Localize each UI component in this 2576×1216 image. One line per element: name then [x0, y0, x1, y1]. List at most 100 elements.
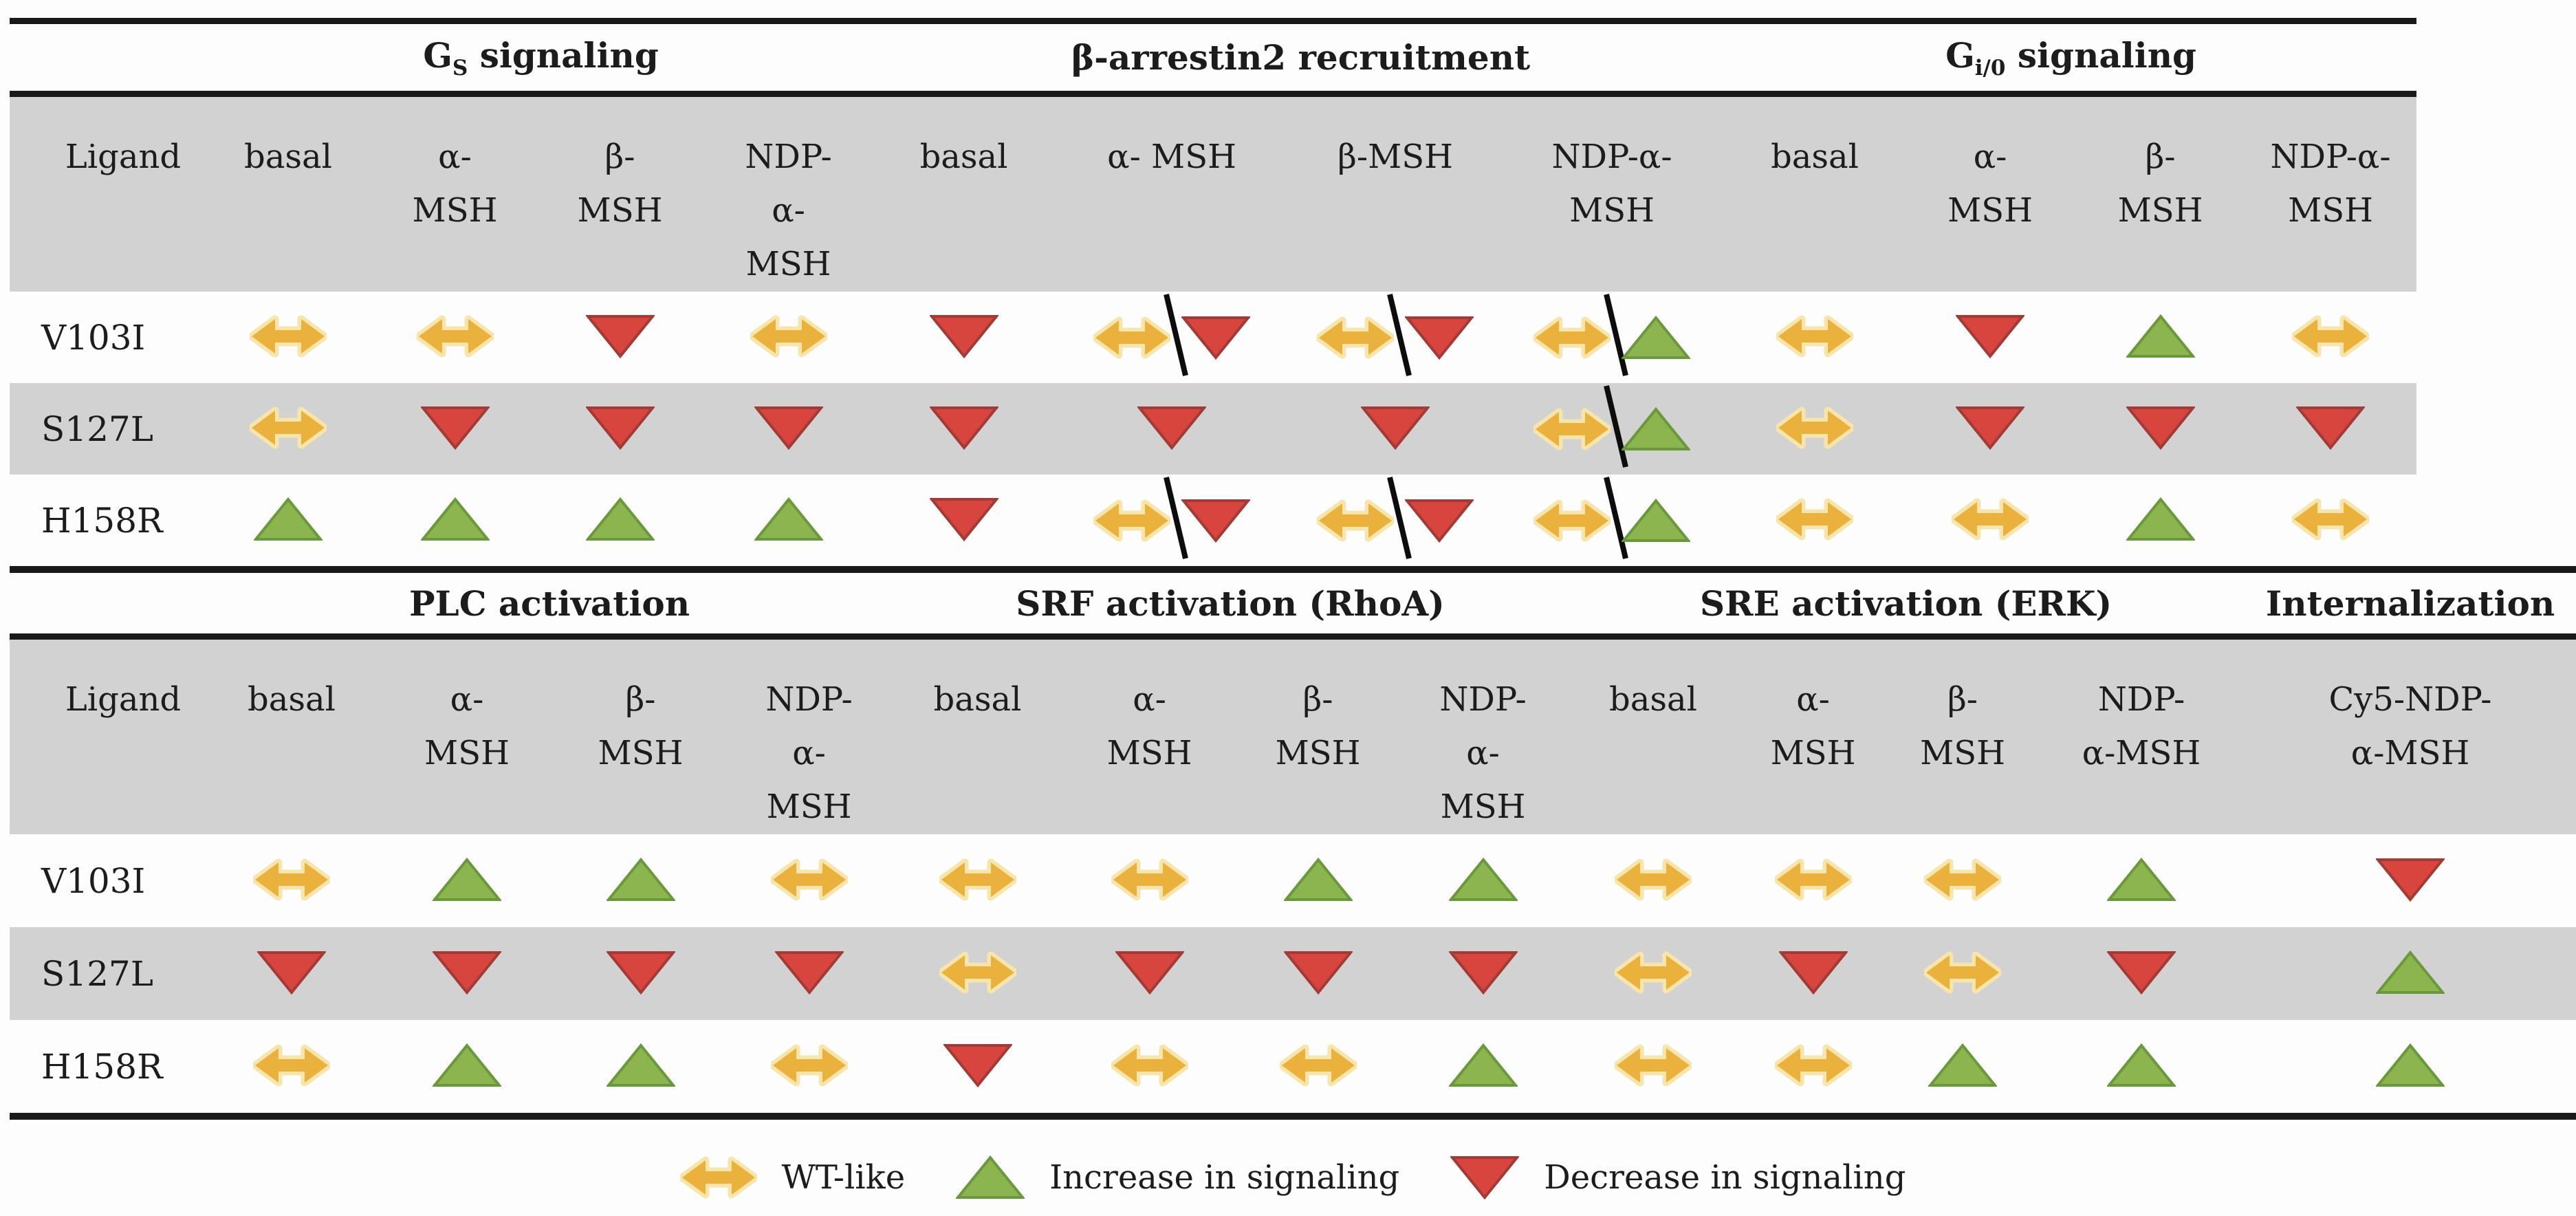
result-cell: [1739, 1020, 1887, 1116]
symbol-down: [2296, 406, 2366, 450]
result-cell: [1567, 927, 1740, 1020]
increase-icon: [1448, 1043, 1518, 1087]
symbol-down: [929, 406, 998, 450]
result-cell: [2245, 475, 2416, 566]
result-cell: [371, 383, 539, 475]
group-header: Gi/0 signaling: [1725, 21, 2417, 97]
increase-icon: [1622, 406, 1691, 450]
result-cell: [725, 927, 894, 1020]
symbol-up: [2376, 950, 2445, 995]
symbol-wt: [1279, 1044, 1357, 1087]
result-cell: [1725, 292, 1904, 383]
symbol-down: [2107, 951, 2176, 995]
result-cell: [1887, 834, 2038, 927]
decrease-icon: [1115, 951, 1184, 995]
column-header: α- MSH: [1739, 636, 1888, 834]
symbol-down: [585, 314, 655, 358]
symbol-down: [433, 951, 501, 995]
column-header: β- MSH: [539, 94, 701, 292]
increase-icon: [2376, 950, 2445, 994]
symbol-down: [774, 951, 844, 995]
column-header: β- MSH: [2076, 94, 2245, 292]
decrease-icon: [433, 951, 501, 995]
symbol-down: [929, 497, 998, 541]
result-cell: [556, 834, 725, 927]
result-cell: [2245, 834, 2576, 927]
result-cell: [893, 927, 1062, 1020]
result-cell: [1237, 1020, 1399, 1116]
result-cell: [1062, 834, 1237, 927]
table-row: H158R: [10, 475, 2416, 566]
slash-icon: [1387, 476, 1412, 559]
column-header: β-MSH: [1292, 94, 1499, 292]
result-cell: [378, 1020, 556, 1116]
legend-item-increase: Increase in signaling: [956, 1155, 1399, 1199]
decrease-icon: [2296, 406, 2366, 450]
increase-icon: [2107, 1043, 2176, 1087]
result-cell: [1051, 475, 1292, 566]
decrease-icon: [1283, 951, 1353, 995]
symbol-down: [1450, 1155, 1520, 1199]
symbol-up: [2107, 857, 2176, 902]
wt-arrow-icon: [1533, 499, 1611, 541]
result-cell: [556, 927, 725, 1020]
wt-arrow-icon: [1317, 499, 1395, 541]
result-cell: [556, 1020, 725, 1116]
decrease-icon: [929, 314, 998, 358]
combined-symbol-wt-slash-up: [1533, 384, 1691, 472]
decrease-icon: [257, 951, 326, 995]
increase-icon: [433, 1043, 501, 1087]
decrease-icon: [1405, 499, 1474, 543]
result-cell: [1237, 834, 1399, 927]
wt-arrow-icon: [770, 1044, 848, 1086]
wt-arrow-icon: [1924, 858, 2002, 900]
increase-legend-icon: [956, 1155, 1025, 1199]
wt-arrow-icon: [1615, 951, 1692, 993]
result-cell: [2076, 475, 2245, 566]
symbol-wt: [1924, 858, 2002, 901]
symbol-wt: [679, 1156, 757, 1199]
result-cell: [206, 1020, 378, 1116]
symbol-down: [585, 406, 655, 450]
wt-arrow-icon: [1111, 858, 1188, 900]
corner-cell: [10, 569, 206, 640]
increase-icon: [420, 497, 490, 541]
wt-arrow-icon: [770, 858, 848, 900]
symbol-wt: [1776, 498, 1854, 541]
decrease-icon: [585, 406, 655, 450]
result-cell: [1062, 1020, 1237, 1116]
decrease-icon: [754, 406, 823, 450]
wt-arrow-icon: [1093, 316, 1171, 358]
combined-symbol-wt-slash-down: [1317, 293, 1474, 380]
result-cell: [1498, 383, 1726, 475]
column-header: NDP-α- MSH: [1498, 94, 1726, 292]
result-cell: [2038, 1020, 2245, 1116]
result-cell: [371, 292, 539, 383]
increase-icon: [606, 857, 675, 901]
result-cell: [1887, 1020, 2038, 1116]
increase-icon: [956, 1155, 1025, 1199]
symbol-wt: [1774, 858, 1852, 901]
result-cell: [539, 383, 701, 475]
symbol-wt: [250, 315, 327, 358]
result-cell: [206, 383, 371, 475]
symbol-wt: [1776, 315, 1854, 358]
symbol-down: [943, 1043, 1012, 1087]
column-header: α- MSH: [1062, 636, 1238, 834]
wt-arrow-icon: [1776, 406, 1854, 448]
wt-arrow-icon: [2292, 498, 2370, 540]
symbol-wt: [1776, 406, 1854, 449]
decrease-icon: [929, 406, 998, 450]
result-cell: [725, 1020, 893, 1116]
wt-arrow-icon: [1317, 316, 1395, 358]
slash-icon: [1164, 293, 1188, 376]
ligand-label: S127L: [10, 383, 206, 475]
result-cell: [1292, 475, 1498, 566]
wt-arrow-icon: [1533, 316, 1611, 358]
result-cell: [1498, 475, 1725, 566]
symbol-up: [2376, 1043, 2445, 1087]
slash-icon: [1604, 476, 1628, 559]
increase-icon: [606, 1043, 675, 1087]
symbol-up: [585, 497, 655, 541]
table-bottom: PLC activation SRF activation (RhoA) SRE a…: [10, 566, 2576, 1120]
